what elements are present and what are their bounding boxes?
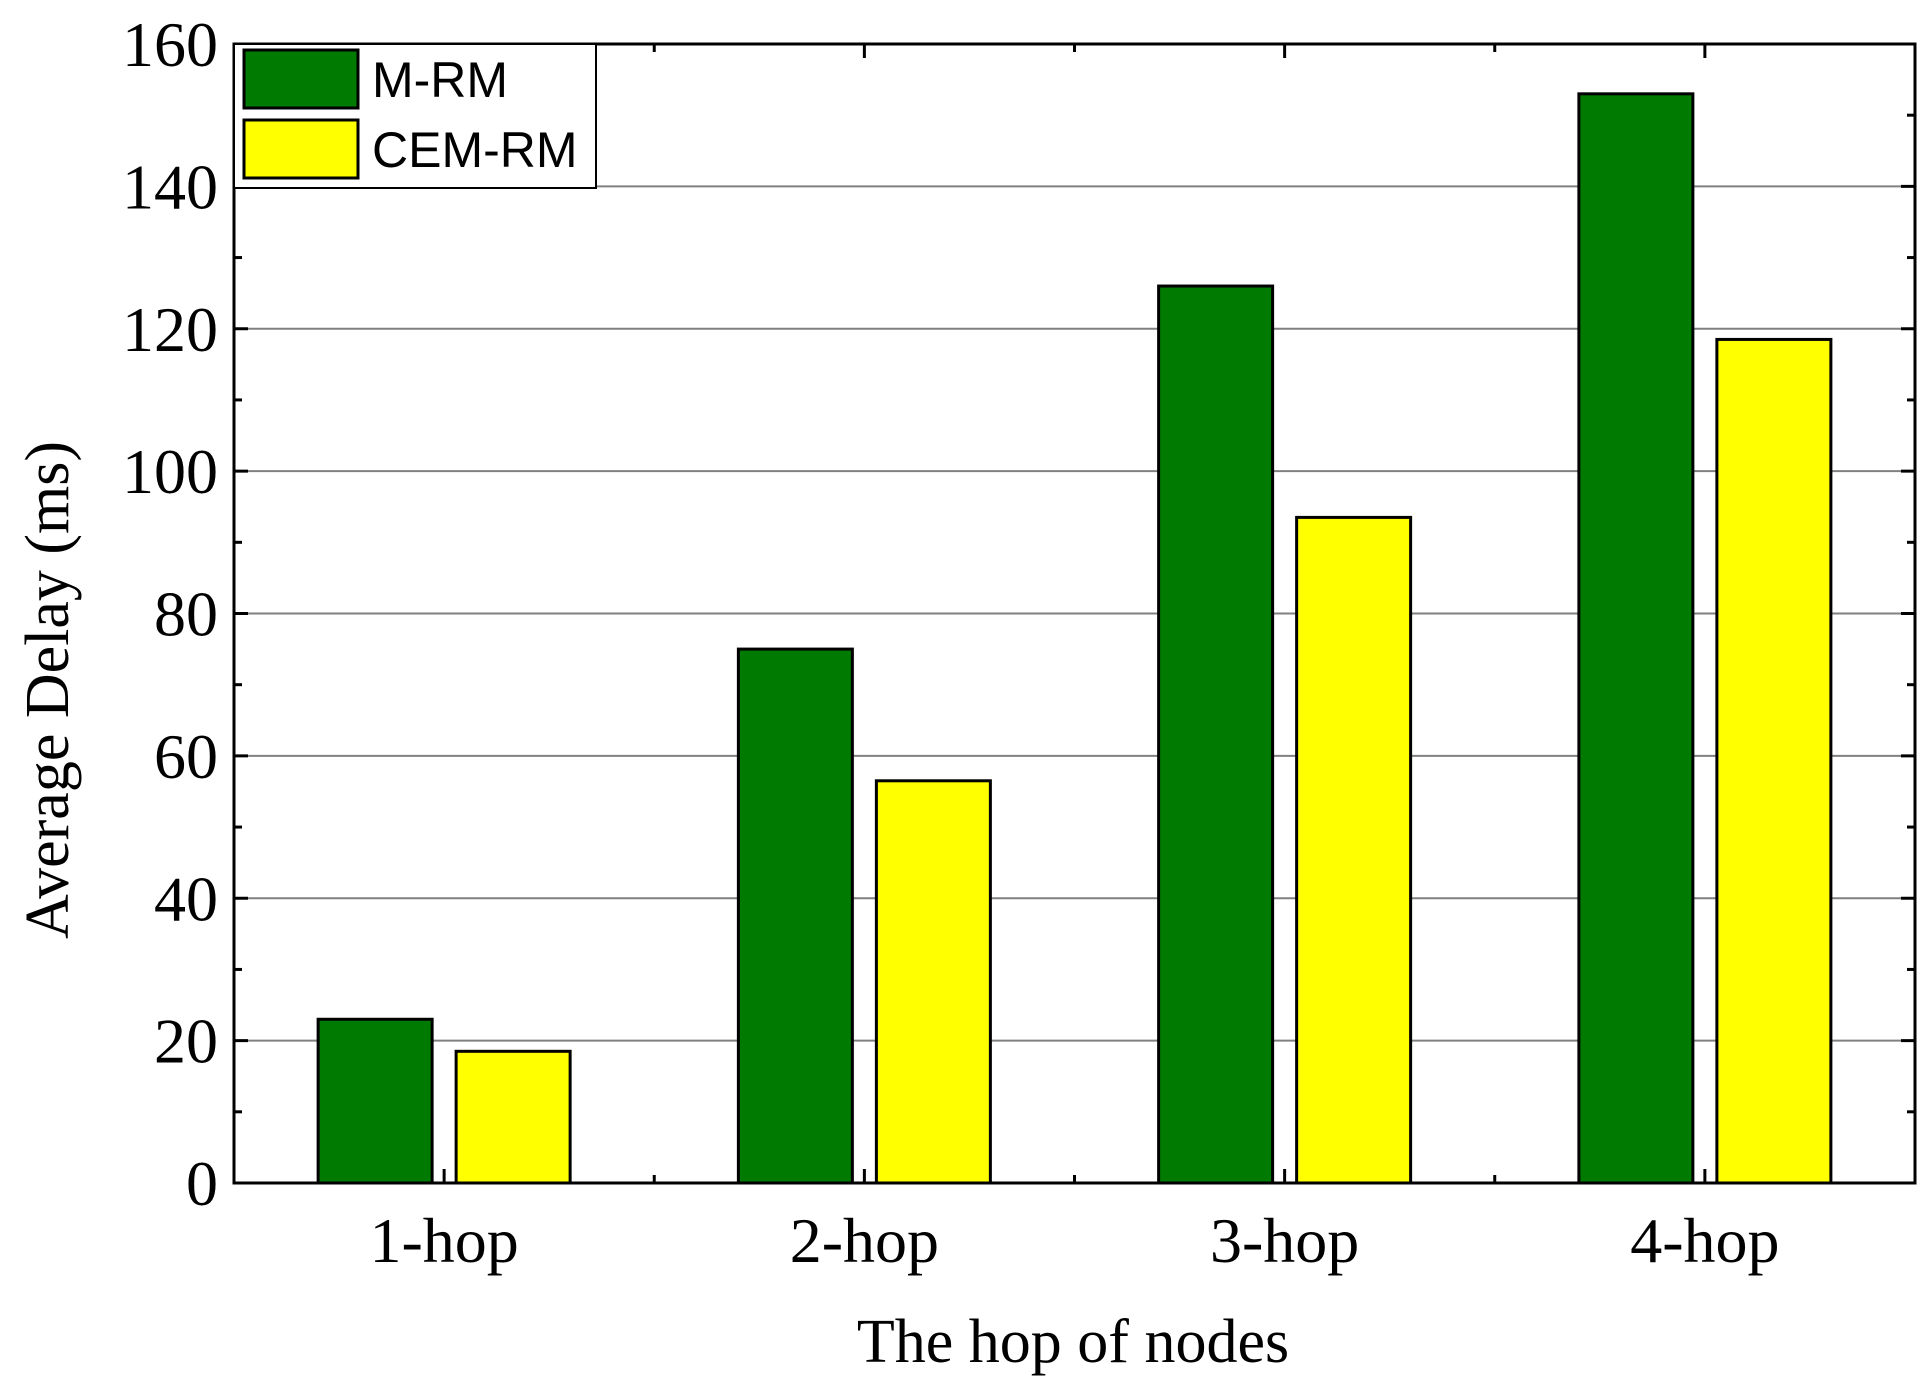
y-tick-label: 100 bbox=[122, 436, 218, 507]
bar-cem-rm-1-hop bbox=[454, 1049, 572, 1185]
x-tick-label: 4-hop bbox=[1630, 1205, 1779, 1276]
bar-cem-rm-4-hop bbox=[1715, 337, 1833, 1185]
legend-label: M-RM bbox=[372, 52, 508, 108]
x-tick-label: 2-hop bbox=[790, 1205, 939, 1276]
tick-labels: 0 20 40 60 80 100 120 140 160 1-hop 2-hop 3-hop 4-ho… bbox=[122, 9, 1780, 1276]
bar-m-rm-3-hop bbox=[1157, 284, 1275, 1185]
bar-m-rm-2-hop bbox=[736, 647, 854, 1185]
y-tick-label: 120 bbox=[122, 294, 218, 365]
y-tick-label: 40 bbox=[154, 863, 218, 934]
y-tick-label: 160 bbox=[122, 9, 218, 80]
bar-cem-rm-3-hop bbox=[1295, 515, 1413, 1185]
y-tick-label: 140 bbox=[122, 151, 218, 222]
y-tick-label: 60 bbox=[154, 721, 218, 792]
legend-label: CEM-RM bbox=[372, 122, 578, 178]
y-tick-label: 0 bbox=[186, 1148, 218, 1219]
y-tick-label: 20 bbox=[154, 1006, 218, 1077]
bar-m-rm-4-hop bbox=[1577, 92, 1695, 1185]
y-tick-label: 80 bbox=[154, 579, 218, 650]
legend-swatch bbox=[242, 48, 360, 110]
bar-m-rm-1-hop bbox=[316, 1017, 434, 1185]
legend-swatch bbox=[242, 118, 360, 180]
legend: M-RM CEM-RM bbox=[233, 43, 597, 189]
x-tick-label: 1-hop bbox=[369, 1205, 518, 1276]
x-axis-title: The hop of nodes bbox=[857, 1308, 1289, 1376]
y-axis-title: Average Delay (ms) bbox=[14, 441, 82, 939]
x-tick-label: 3-hop bbox=[1210, 1205, 1359, 1276]
bar-cem-rm-2-hop bbox=[874, 779, 992, 1185]
